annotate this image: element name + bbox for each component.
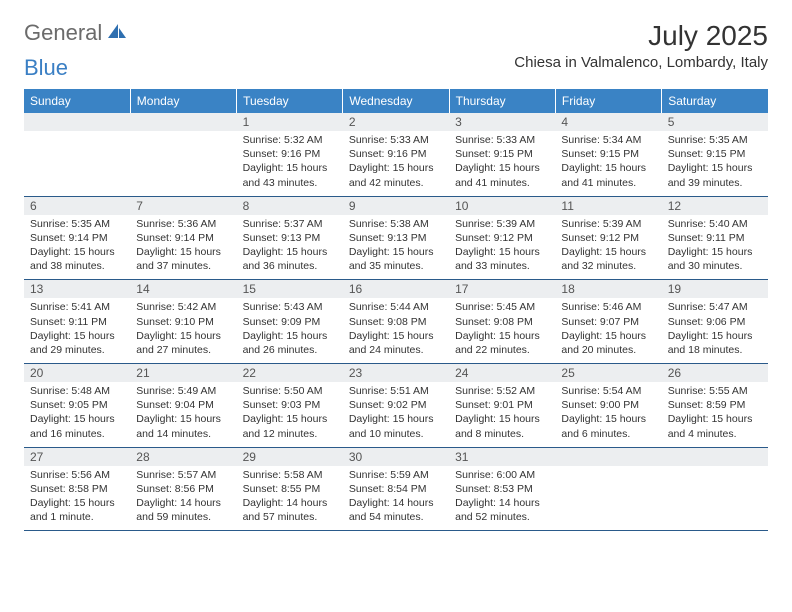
day-cell: Sunrise: 5:52 AMSunset: 9:01 PMDaylight:… — [449, 382, 555, 447]
day-number: 16 — [343, 280, 449, 299]
day-cell: Sunrise: 5:47 AMSunset: 9:06 PMDaylight:… — [662, 298, 768, 363]
day-number: 5 — [662, 113, 768, 131]
day-cell: Sunrise: 5:34 AMSunset: 9:15 PMDaylight:… — [555, 131, 661, 196]
calendar-table: Sunday Monday Tuesday Wednesday Thursday… — [24, 89, 768, 531]
day-cell: Sunrise: 5:45 AMSunset: 9:08 PMDaylight:… — [449, 298, 555, 363]
day-cell: Sunrise: 5:57 AMSunset: 8:56 PMDaylight:… — [130, 466, 236, 531]
day-cell: Sunrise: 5:58 AMSunset: 8:55 PMDaylight:… — [237, 466, 343, 531]
day-number: 13 — [24, 280, 130, 299]
dayname-wednesday: Wednesday — [343, 89, 449, 113]
day-cell: Sunrise: 5:33 AMSunset: 9:16 PMDaylight:… — [343, 131, 449, 196]
day-number: 25 — [555, 364, 661, 383]
dayname-monday: Monday — [130, 89, 236, 113]
day-cell: Sunrise: 5:35 AMSunset: 9:14 PMDaylight:… — [24, 215, 130, 280]
day-number: 2 — [343, 113, 449, 131]
day-cell: Sunrise: 5:33 AMSunset: 9:15 PMDaylight:… — [449, 131, 555, 196]
day-number — [130, 113, 236, 131]
day-number: 6 — [24, 196, 130, 215]
day-number: 30 — [343, 447, 449, 466]
location-text: Chiesa in Valmalenco, Lombardy, Italy — [514, 54, 768, 71]
brand-general: General — [24, 20, 102, 46]
day-cell — [130, 131, 236, 196]
details-row: Sunrise: 5:35 AMSunset: 9:14 PMDaylight:… — [24, 215, 768, 280]
day-cell: Sunrise: 5:43 AMSunset: 9:09 PMDaylight:… — [237, 298, 343, 363]
day-number: 20 — [24, 364, 130, 383]
day-cell: Sunrise: 5:55 AMSunset: 8:59 PMDaylight:… — [662, 382, 768, 447]
day-cell: Sunrise: 5:49 AMSunset: 9:04 PMDaylight:… — [130, 382, 236, 447]
dayname-saturday: Saturday — [662, 89, 768, 113]
day-number: 18 — [555, 280, 661, 299]
day-number: 3 — [449, 113, 555, 131]
day-cell: Sunrise: 6:00 AMSunset: 8:53 PMDaylight:… — [449, 466, 555, 531]
day-cell: Sunrise: 5:39 AMSunset: 9:12 PMDaylight:… — [555, 215, 661, 280]
dayname-header-row: Sunday Monday Tuesday Wednesday Thursday… — [24, 89, 768, 113]
day-cell: Sunrise: 5:50 AMSunset: 9:03 PMDaylight:… — [237, 382, 343, 447]
day-number: 10 — [449, 196, 555, 215]
calendar-body: 12345 Sunrise: 5:32 AMSunset: 9:16 PMDay… — [24, 113, 768, 531]
day-number: 29 — [237, 447, 343, 466]
day-cell: Sunrise: 5:38 AMSunset: 9:13 PMDaylight:… — [343, 215, 449, 280]
dayname-friday: Friday — [555, 89, 661, 113]
day-cell: Sunrise: 5:35 AMSunset: 9:15 PMDaylight:… — [662, 131, 768, 196]
day-cell: Sunrise: 5:36 AMSunset: 9:14 PMDaylight:… — [130, 215, 236, 280]
day-cell: Sunrise: 5:41 AMSunset: 9:11 PMDaylight:… — [24, 298, 130, 363]
day-cell: Sunrise: 5:40 AMSunset: 9:11 PMDaylight:… — [662, 215, 768, 280]
day-cell: Sunrise: 5:59 AMSunset: 8:54 PMDaylight:… — [343, 466, 449, 531]
day-number — [555, 447, 661, 466]
daynum-row: 20212223242526 — [24, 364, 768, 383]
day-cell: Sunrise: 5:37 AMSunset: 9:13 PMDaylight:… — [237, 215, 343, 280]
day-number: 8 — [237, 196, 343, 215]
day-number: 4 — [555, 113, 661, 131]
daynum-row: 13141516171819 — [24, 280, 768, 299]
day-number: 19 — [662, 280, 768, 299]
day-cell: Sunrise: 5:51 AMSunset: 9:02 PMDaylight:… — [343, 382, 449, 447]
daynum-row: 12345 — [24, 113, 768, 131]
day-cell — [662, 466, 768, 531]
details-row: Sunrise: 5:48 AMSunset: 9:05 PMDaylight:… — [24, 382, 768, 447]
dayname-tuesday: Tuesday — [237, 89, 343, 113]
brand-logo: General — [24, 20, 130, 46]
day-number: 27 — [24, 447, 130, 466]
day-cell: Sunrise: 5:56 AMSunset: 8:58 PMDaylight:… — [24, 466, 130, 531]
day-number: 22 — [237, 364, 343, 383]
day-cell: Sunrise: 5:54 AMSunset: 9:00 PMDaylight:… — [555, 382, 661, 447]
day-cell — [24, 131, 130, 196]
day-number: 11 — [555, 196, 661, 215]
day-cell — [555, 466, 661, 531]
dayname-sunday: Sunday — [24, 89, 130, 113]
day-number: 7 — [130, 196, 236, 215]
day-number: 14 — [130, 280, 236, 299]
day-number: 24 — [449, 364, 555, 383]
daynum-row: 6789101112 — [24, 196, 768, 215]
day-number: 15 — [237, 280, 343, 299]
details-row: Sunrise: 5:41 AMSunset: 9:11 PMDaylight:… — [24, 298, 768, 363]
details-row: Sunrise: 5:32 AMSunset: 9:16 PMDaylight:… — [24, 131, 768, 196]
day-cell: Sunrise: 5:48 AMSunset: 9:05 PMDaylight:… — [24, 382, 130, 447]
day-number — [662, 447, 768, 466]
brand-blue: Blue — [24, 55, 68, 80]
daynum-row: 2728293031 — [24, 447, 768, 466]
details-row: Sunrise: 5:56 AMSunset: 8:58 PMDaylight:… — [24, 466, 768, 531]
day-cell: Sunrise: 5:32 AMSunset: 9:16 PMDaylight:… — [237, 131, 343, 196]
day-number: 17 — [449, 280, 555, 299]
day-cell: Sunrise: 5:42 AMSunset: 9:10 PMDaylight:… — [130, 298, 236, 363]
sail-icon — [106, 20, 128, 46]
day-number: 31 — [449, 447, 555, 466]
day-cell: Sunrise: 5:46 AMSunset: 9:07 PMDaylight:… — [555, 298, 661, 363]
dayname-thursday: Thursday — [449, 89, 555, 113]
day-number: 9 — [343, 196, 449, 215]
day-number — [24, 113, 130, 131]
day-number: 12 — [662, 196, 768, 215]
day-number: 26 — [662, 364, 768, 383]
day-number: 28 — [130, 447, 236, 466]
day-cell: Sunrise: 5:39 AMSunset: 9:12 PMDaylight:… — [449, 215, 555, 280]
day-number: 21 — [130, 364, 236, 383]
day-cell: Sunrise: 5:44 AMSunset: 9:08 PMDaylight:… — [343, 298, 449, 363]
title-block: July 2025 Chiesa in Valmalenco, Lombardy… — [514, 20, 768, 71]
day-number: 23 — [343, 364, 449, 383]
day-number: 1 — [237, 113, 343, 131]
month-title: July 2025 — [514, 20, 768, 52]
